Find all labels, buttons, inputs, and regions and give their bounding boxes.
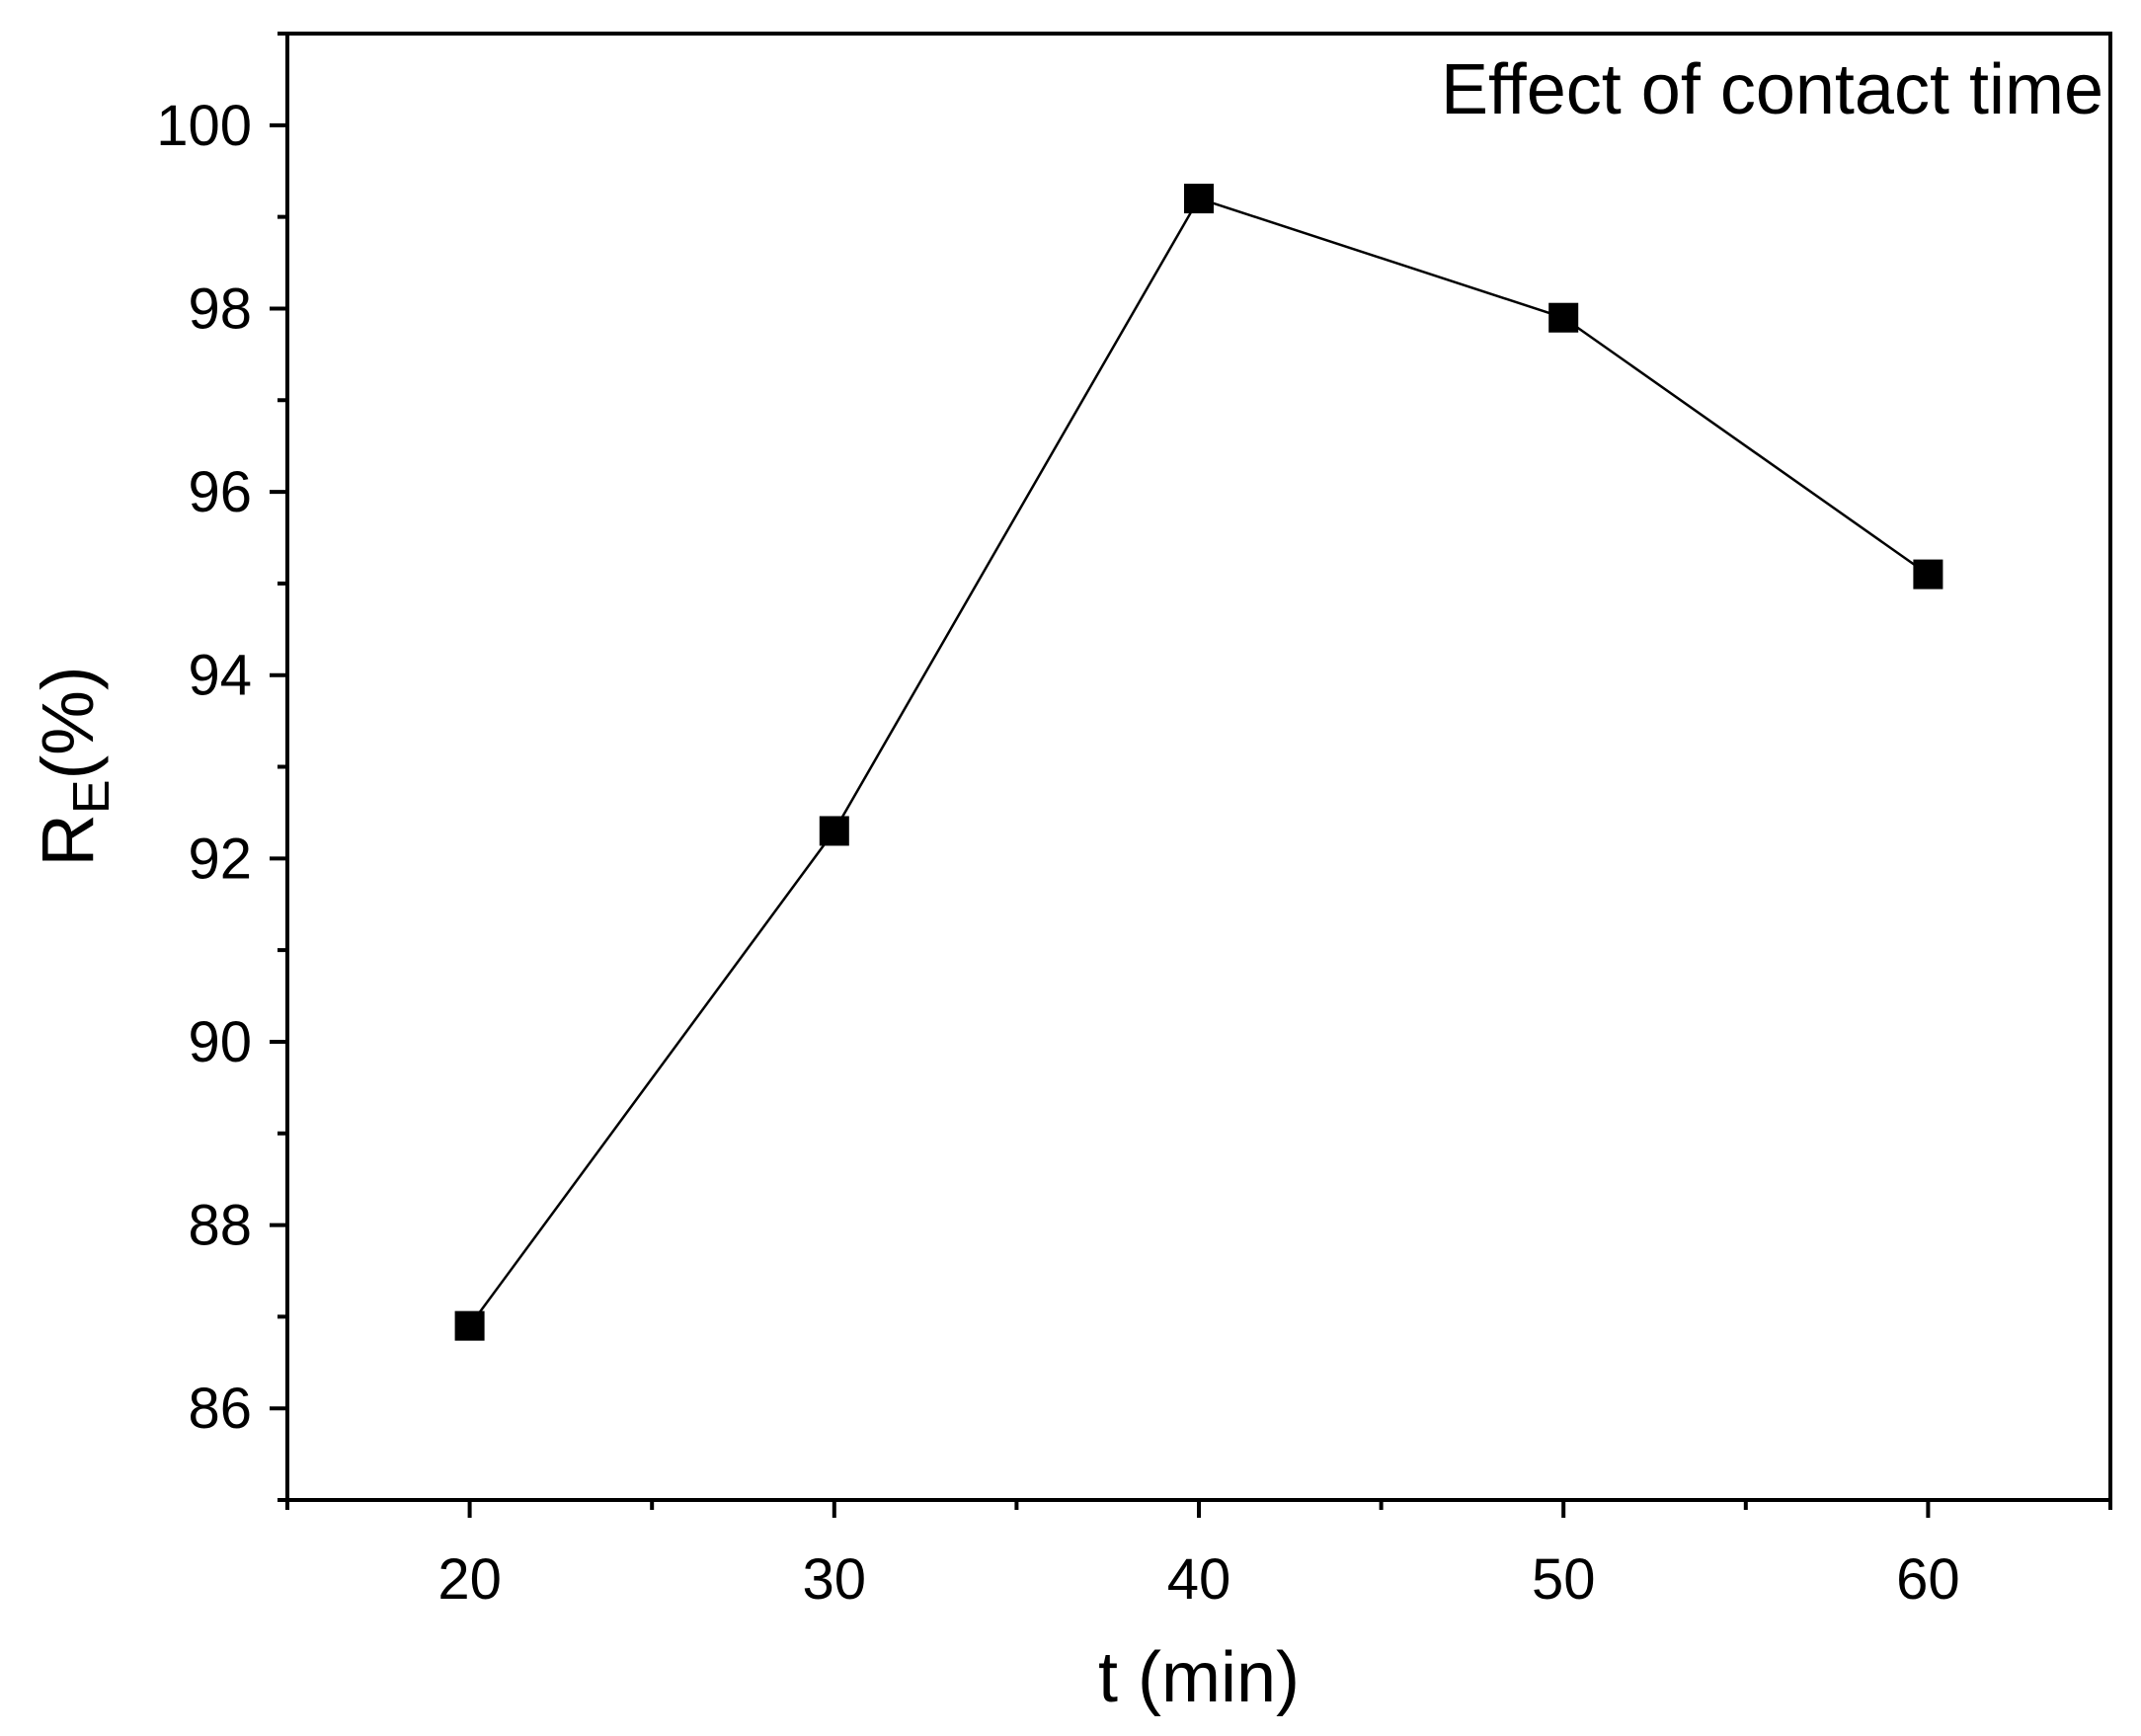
data-point-marker [454, 1310, 485, 1341]
x-tick-label: 60 [1896, 1547, 1960, 1612]
data-point-marker [819, 816, 849, 846]
y-axis-title-main: R [27, 814, 109, 866]
series-line-segment [833, 197, 1201, 832]
y-axis-title-suffix: (%) [27, 666, 109, 779]
y-tick-label: 90 [188, 1010, 252, 1074]
y-tick-label: 100 [156, 94, 252, 158]
x-tick-label: 50 [1532, 1547, 1596, 1612]
y-minor-ticks [278, 32, 287, 1502]
y-tick-label: 88 [188, 1194, 252, 1258]
x-ticks [467, 1500, 1931, 1518]
series-line-segment [1562, 316, 1930, 576]
x-tick-labels: 20 30 40 50 60 [437, 1547, 1959, 1612]
y-tick-label: 92 [188, 827, 252, 891]
y-tick-label: 94 [188, 644, 252, 708]
x-tick-label: 30 [803, 1547, 867, 1612]
y-tick-label: 96 [188, 460, 252, 524]
series-lines [468, 197, 1930, 1327]
series-line-segment [1198, 197, 1564, 319]
y-tick-label: 98 [188, 276, 252, 341]
y-axis-title: RE(%) [27, 666, 120, 866]
x-axis-title: t (min) [1098, 1638, 1300, 1717]
x-tick-label: 40 [1167, 1547, 1231, 1612]
y-ticks [270, 122, 287, 1411]
y-axis-title-subscript: E [63, 779, 120, 814]
series-markers [454, 184, 1943, 1341]
x-tick-label: 20 [437, 1547, 502, 1612]
series-line-segment [468, 829, 835, 1327]
y-tick-labels: 86 88 90 92 94 96 98 100 [156, 94, 252, 1441]
data-point-marker [1184, 184, 1214, 214]
data-point-marker [1548, 302, 1579, 333]
data-point-marker [1913, 559, 1943, 590]
y-axis-title-text: RE(%) [27, 666, 120, 866]
annotation-text: Effect of contact time [1441, 50, 2103, 129]
y-tick-label: 86 [188, 1377, 252, 1441]
x-minor-ticks [285, 1500, 2112, 1510]
